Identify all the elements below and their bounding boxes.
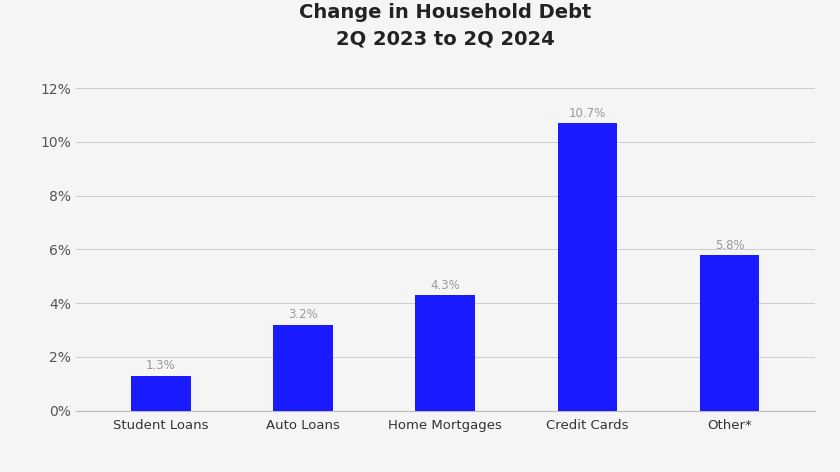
Bar (131, 376, 191, 411)
Text: 5.8%: 5.8% (715, 238, 744, 252)
Bar (415, 295, 475, 411)
Text: 10.7%: 10.7% (569, 107, 606, 120)
Title: Change in Household Debt
2Q 2023 to 2Q 2024: Change in Household Debt 2Q 2023 to 2Q 2… (299, 3, 591, 49)
Text: 4.3%: 4.3% (430, 279, 460, 292)
Text: 3.2%: 3.2% (288, 308, 318, 321)
Bar (273, 325, 333, 411)
Text: 1.3%: 1.3% (146, 360, 176, 372)
Bar (700, 255, 759, 411)
Bar (558, 123, 617, 411)
